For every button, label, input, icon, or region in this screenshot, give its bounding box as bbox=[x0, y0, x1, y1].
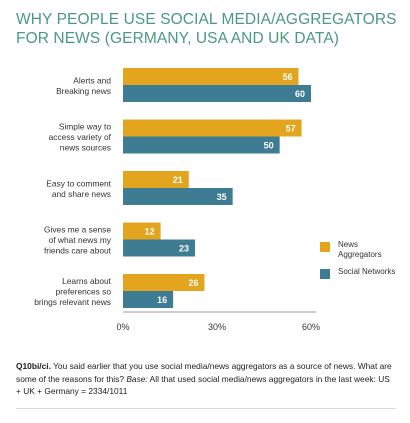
category-label-line: of what news my bbox=[49, 235, 112, 245]
category-label-line: preferences so bbox=[56, 287, 112, 297]
category-label-line: news sources bbox=[60, 143, 111, 153]
bar-news-aggregators bbox=[123, 274, 205, 291]
legend-swatch-social-networks bbox=[320, 269, 330, 279]
bar-news-aggregators bbox=[123, 171, 189, 188]
footnote-question-id: Q10bi/ci. bbox=[16, 361, 51, 371]
category-label-line: Gives me a sense bbox=[44, 225, 111, 235]
chart-title-line-2: FOR NEWS (GERMANY, USA AND UK DATA) bbox=[16, 30, 340, 47]
bar-social-networks bbox=[123, 291, 174, 308]
bar-social-networks bbox=[123, 85, 311, 102]
x-tick-label: 60% bbox=[302, 322, 320, 332]
bar-value-label: 50 bbox=[264, 141, 274, 151]
category-label-line: Simple way to bbox=[59, 122, 111, 132]
category-label: Gives me a sense of what news my friends c… bbox=[44, 225, 112, 256]
bar-value-label: 21 bbox=[173, 175, 183, 185]
category-label: Simple way to access variety of news sourc… bbox=[49, 122, 112, 153]
category-label: Easy to comment and share news bbox=[46, 178, 111, 199]
category-label-line: Easy to comment bbox=[46, 178, 111, 188]
category-label-line: brings relevant news bbox=[34, 297, 111, 307]
bar-news-aggregators bbox=[123, 119, 302, 137]
bar-value-label: 12 bbox=[145, 227, 155, 237]
bar-value-label: 16 bbox=[157, 295, 167, 305]
x-tick-label: 0% bbox=[116, 322, 129, 332]
legend-swatch-news-aggregators bbox=[320, 242, 330, 252]
bar-social-networks bbox=[123, 188, 233, 205]
chart-title-line-1: WHY PEOPLE USE SOCIAL MEDIA/AGGREGATORS bbox=[16, 11, 397, 28]
footnote-base-text: All that used social media/news aggregat… bbox=[16, 373, 390, 397]
footnote: Q10bi/ci. You said earlier that you use … bbox=[16, 360, 396, 398]
category-label-line: Breaking news bbox=[56, 86, 111, 96]
category-label-line: friends care about bbox=[44, 246, 112, 256]
category-label-line: access variety of bbox=[49, 132, 112, 142]
bar-news-aggregators bbox=[123, 68, 299, 85]
footnote-divider bbox=[16, 408, 396, 409]
category-label-line: and share news bbox=[52, 189, 111, 199]
legend-label-social-networks: Social Networks bbox=[338, 267, 396, 276]
category-label: Learns about preferences so brings relevan… bbox=[34, 276, 111, 307]
category-label-line: Learns about bbox=[62, 276, 112, 286]
bar-value-label: 60 bbox=[295, 89, 305, 99]
chart-title: WHY PEOPLE USE SOCIAL MEDIA/AGGREGATORS … bbox=[16, 10, 401, 48]
category-label-line: Alerts and bbox=[73, 75, 111, 85]
bar-value-label: 56 bbox=[282, 72, 292, 82]
legend-label-news-aggregators: News Aggregators bbox=[338, 240, 382, 259]
bar-value-label: 57 bbox=[286, 124, 296, 134]
bar-value-label: 23 bbox=[179, 244, 189, 254]
footnote-base-label: Base: bbox=[126, 373, 148, 384]
bar-news-aggregators bbox=[123, 222, 161, 240]
footnote-question-text: You said earlier that you use social med… bbox=[16, 361, 392, 384]
bar-social-networks bbox=[123, 136, 280, 154]
bar-value-label: 35 bbox=[217, 192, 227, 202]
x-tick-label: 30% bbox=[208, 322, 226, 332]
bar-social-networks bbox=[123, 239, 196, 257]
category-label: Alerts and Breaking news bbox=[56, 75, 111, 96]
bar-value-label: 26 bbox=[188, 278, 198, 288]
